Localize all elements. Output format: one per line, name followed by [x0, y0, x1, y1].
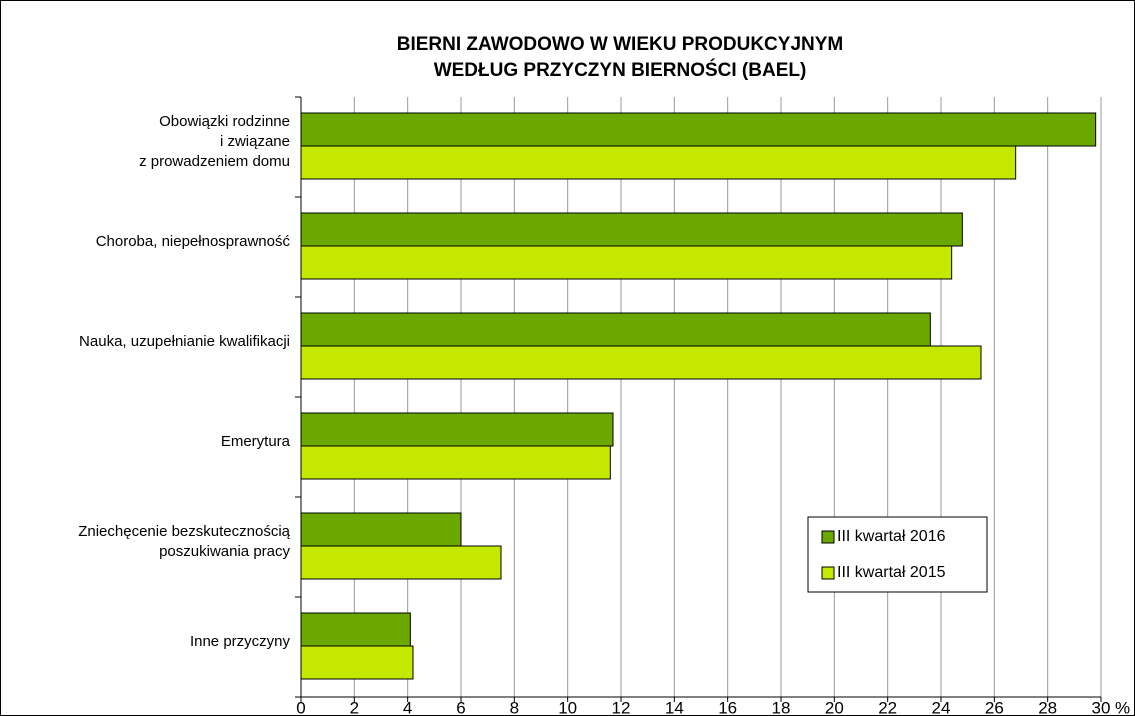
x-tick-label: 26	[985, 698, 1004, 716]
x-tick-label: 28	[1038, 698, 1057, 716]
bar	[300, 212, 963, 247]
bar	[300, 512, 462, 547]
legend-label: III kwartał 2016	[837, 528, 946, 545]
chart-title: BIERNI ZAWODOWO W WIEKU PRODUKCYJNYM WED…	[396, 34, 844, 81]
y-tick-label: Nauka, uzupełnianie kwalifikacji	[79, 333, 290, 350]
legend-swatch	[821, 566, 835, 580]
bar	[300, 412, 614, 447]
legend-swatch	[821, 530, 835, 544]
bar	[300, 312, 931, 347]
bar	[300, 545, 502, 580]
x-tick-label: 24	[932, 698, 951, 716]
x-tick-label: 6	[456, 698, 465, 716]
x-unit: %	[1115, 698, 1130, 716]
bar	[300, 112, 1097, 147]
y-tick-label: Zniechęcenie bezskutecznością poszukiwan…	[78, 523, 290, 560]
legend-label: III kwartał 2015	[837, 564, 946, 581]
x-tick-label: 18	[772, 698, 791, 716]
x-tick-label: 22	[878, 698, 897, 716]
legend-box	[807, 516, 988, 593]
x-tick-label: 12	[612, 698, 631, 716]
x-tick-label: 16	[718, 698, 737, 716]
bar	[300, 345, 982, 380]
y-tick-label: Choroba, niepełnosprawność	[95, 233, 290, 250]
x-tick-label: 14	[665, 698, 684, 716]
bar	[300, 145, 1017, 180]
bar	[300, 645, 414, 680]
x-tick-label: 10	[558, 698, 577, 716]
bar	[300, 612, 411, 647]
y-tick-label: Obowiązki rodzinne i związane z prowadze…	[139, 113, 290, 170]
x-tick-label: 0	[296, 698, 305, 716]
x-tick-label: 8	[510, 698, 519, 716]
x-tick-label: 2	[350, 698, 359, 716]
bar	[300, 245, 953, 280]
y-tick-label: Inne przyczyny	[189, 633, 290, 650]
x-tick-label: 20	[825, 698, 844, 716]
y-tick-label: Emerytura	[220, 433, 290, 450]
x-tick-label: 30	[1092, 698, 1111, 716]
bar	[300, 445, 611, 480]
x-tick-label: 4	[403, 698, 412, 716]
